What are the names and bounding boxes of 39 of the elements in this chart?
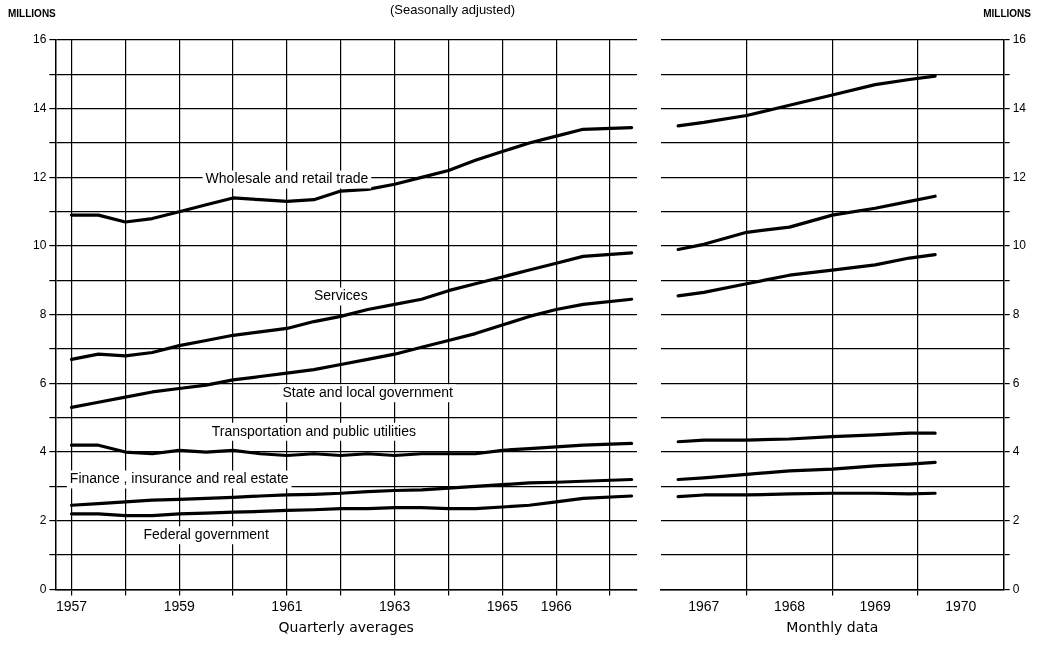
x-tick-label: 1965 (486, 597, 519, 614)
y-tick-label: 0 (1012, 581, 1020, 596)
y-tick-label: 8 (1012, 307, 1020, 322)
y-tick-label: 2 (1012, 513, 1020, 528)
y-tick-label: 6 (39, 375, 47, 390)
series-label: Federal government (143, 526, 269, 543)
series-label: Wholesale and retail trade (205, 170, 369, 187)
x-tick-label: 1966 (540, 597, 572, 614)
series-label: State and local government (282, 384, 454, 401)
x-tick-label: 1957 (55, 597, 88, 614)
y-axis-title: MILLIONS (983, 8, 1031, 19)
x-axis-title: Monthly data (786, 619, 879, 636)
series-label: Finance , insurance and real estate (69, 470, 289, 487)
x-axis-title: Quarterly averages (278, 619, 414, 636)
y-tick-label: 16 (32, 32, 47, 47)
y-tick-label: 4 (1012, 444, 1020, 459)
series-label: Transportation and public utilities (211, 422, 416, 439)
x-tick-label: 1959 (163, 597, 195, 614)
x-tick-label: 1970 (945, 597, 977, 614)
y-tick-label: 2 (39, 513, 47, 528)
chart-title: (Seasonally adjusted) (390, 2, 516, 17)
x-tick-label: 1963 (379, 597, 411, 614)
y-axis-title: MILLIONS (8, 8, 56, 19)
y-tick-label: 12 (32, 169, 47, 184)
y-tick-label: 14 (32, 100, 47, 115)
y-tick-label: 16 (1012, 32, 1027, 47)
y-tick-label: 12 (1012, 169, 1027, 184)
y-tick-label: 0 (39, 581, 47, 596)
x-tick-label: 1969 (859, 597, 891, 614)
y-tick-label: 4 (39, 444, 47, 459)
series-label: Services (313, 287, 368, 304)
y-tick-label: 10 (1012, 238, 1027, 253)
y-tick-label: 14 (1012, 100, 1027, 115)
y-tick-label: 6 (1012, 375, 1020, 390)
x-tick-label: 1961 (271, 597, 303, 614)
x-tick-label: 1968 (773, 597, 806, 614)
x-tick-label: 1967 (688, 597, 720, 614)
y-tick-label: 8 (39, 307, 47, 322)
y-tick-label: 10 (32, 238, 47, 253)
